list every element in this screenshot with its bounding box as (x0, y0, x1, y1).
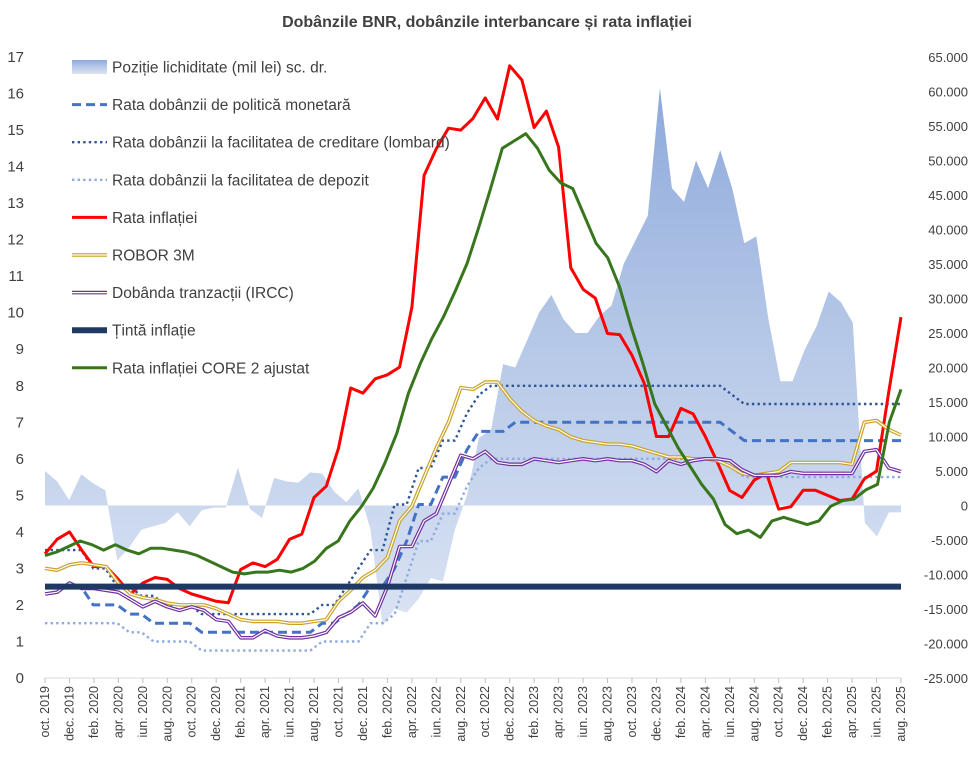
x-tick-label: oct. 2022 (478, 686, 492, 737)
y-left-tick-label: 7 (16, 414, 24, 431)
x-tick-label: feb. 2020 (87, 686, 101, 738)
x-tick-label: dec. 2019 (63, 686, 77, 741)
x-tick-label: dec. 2024 (796, 686, 810, 741)
legend-label: Rata inflației CORE 2 ajustat (112, 360, 310, 377)
y-right-tick-label: 25.000 (928, 326, 968, 341)
y-left-tick-label: 0 (16, 670, 24, 687)
chart-title: Dobânzile BNR, dobânzile interbancare și… (282, 14, 692, 31)
x-tick-label: feb. 2025 (821, 686, 835, 738)
legend-swatch-area (72, 60, 107, 74)
y-right-tick-label: 65.000 (928, 50, 968, 65)
y-left-tick-label: 10 (7, 305, 24, 322)
y-left-tick-label: 4 (16, 524, 24, 541)
x-tick-label: feb. 2024 (674, 686, 688, 738)
series-area-liquidity (45, 88, 901, 627)
x-tick-label: feb. 2023 (527, 686, 541, 738)
y-right-tick-label: 10.000 (928, 430, 968, 445)
y-left-tick-label: 5 (16, 487, 24, 504)
y-right-tick-label: 35.000 (928, 257, 968, 272)
y-right-tick-label: -20.000 (924, 637, 968, 652)
series-line-core (44, 132, 903, 576)
x-tick-label: iun. 2023 (576, 686, 590, 737)
y-right-tick-label: 45.000 (928, 188, 968, 203)
y-right-tick-label: 40.000 (928, 223, 968, 238)
x-tick-label: feb. 2022 (380, 686, 394, 738)
y-right-tick-label: -5.000 (931, 533, 968, 548)
x-tick-label: oct. 2020 (185, 686, 199, 737)
legend-label: Dobânda tranzacții (IRCC) (112, 285, 294, 302)
plot-area (45, 88, 901, 627)
y-right-tick-label: 50.000 (928, 154, 968, 169)
y-right-tick-label: -15.000 (924, 602, 968, 617)
x-tick-label: iun. 2021 (283, 686, 297, 737)
y-right-tick-label: 15.000 (928, 395, 968, 410)
x-tick-label: oct. 2024 (772, 686, 786, 737)
x-tick-label: apr. 2021 (258, 686, 272, 738)
y-right-tick-label: 20.000 (928, 361, 968, 376)
x-tick-label: iun. 2022 (429, 686, 443, 737)
x-tick-label: aug. 2025 (894, 686, 908, 742)
legend-label: Rata inflației (112, 210, 197, 227)
series-line-policy (45, 420, 901, 634)
y-right-tick-label: -10.000 (924, 568, 968, 583)
x-tick-label: apr. 2020 (111, 686, 125, 738)
x-tick-label: aug. 2020 (160, 686, 174, 742)
x-tick-label: aug. 2024 (747, 686, 761, 742)
x-tick-label: iun. 2025 (870, 686, 884, 737)
x-tick-label: iun. 2024 (723, 686, 737, 737)
y-right-tick-label: 55.000 (928, 119, 968, 134)
y-right-tick-label: 60.000 (928, 85, 968, 100)
y-left-tick-label: 2 (16, 597, 24, 614)
y-right-tick-label: 0 (961, 499, 968, 514)
y-left-tick-label: 1 (16, 634, 24, 651)
y-left-tick-label: 11 (8, 268, 24, 285)
y-left-tick-label: 16 (7, 86, 24, 103)
x-tick-label: aug. 2021 (307, 686, 321, 742)
x-tick-label: oct. 2019 (38, 686, 52, 737)
legend-label: Rata dobânzii la facilitatea de depozit (112, 172, 369, 189)
y-right-tick-label: -25.000 (924, 671, 968, 686)
y-left-tick-label: 12 (7, 232, 24, 249)
y-right-tick-label: 5.000 (935, 464, 968, 479)
legend-label: Rata dobânzii de politică monetară (112, 97, 351, 114)
series-lines (43, 64, 903, 652)
x-tick-label: iun. 2020 (136, 686, 150, 737)
y-left-tick-label: 9 (16, 341, 24, 358)
legend-label: ROBOR 3M (112, 248, 195, 265)
y-left-tick-label: 6 (16, 451, 24, 468)
x-tick-label: apr. 2025 (845, 686, 859, 738)
x-tick-label: apr. 2023 (552, 686, 566, 738)
legend-label: Țintă inflație (112, 323, 196, 340)
y-left-tick-label: 3 (16, 560, 24, 577)
x-tick-label: apr. 2024 (698, 686, 712, 738)
series-line-inflation (43, 64, 903, 605)
x-tick-label: dec. 2022 (503, 686, 517, 741)
x-tick-label: aug. 2022 (454, 686, 468, 742)
series-line-ircc-inner (44, 449, 902, 639)
x-tick-label: oct. 2021 (332, 686, 346, 737)
y-left-tick-label: 17 (7, 49, 24, 66)
x-tick-label: dec. 2023 (649, 686, 663, 741)
legend: Poziție lichiditate (mil lei) sc. dr. Rat… (72, 60, 450, 377)
legend-label: Rata dobânzii la facilitatea de creditar… (112, 135, 450, 152)
axes: 01234567891011121314151617-25.000-20.000… (7, 49, 968, 742)
y-left-tick-label: 8 (16, 378, 24, 395)
x-tick-label: aug. 2023 (601, 686, 615, 742)
legend-label: Poziție lichiditate (mil lei) sc. dr. (112, 60, 327, 77)
x-tick-label: oct. 2023 (625, 686, 639, 737)
x-tick-label: feb. 2021 (234, 686, 248, 738)
x-tick-label: apr. 2022 (405, 686, 419, 738)
y-left-tick-label: 15 (7, 122, 24, 139)
x-tick-label: dec. 2021 (356, 686, 370, 741)
y-left-tick-label: 13 (7, 195, 24, 212)
x-tick-label: dec. 2020 (209, 686, 223, 741)
y-right-tick-label: 30.000 (928, 292, 968, 307)
y-left-tick-label: 14 (7, 159, 24, 176)
